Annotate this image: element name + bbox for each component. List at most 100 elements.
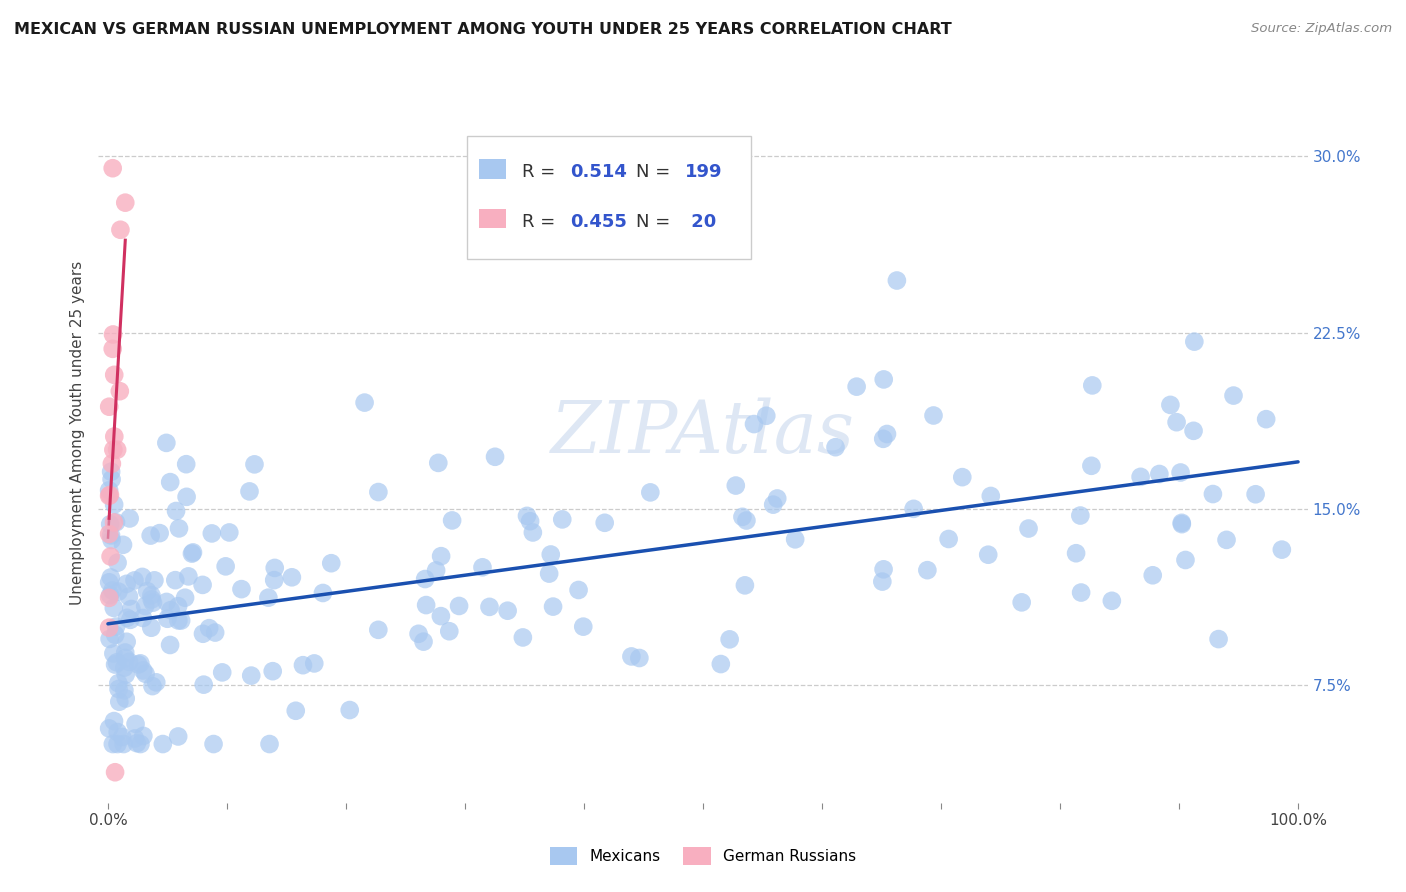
Point — [112, 660, 135, 674]
Text: MEXICAN VS GERMAN RUSSIAN UNEMPLOYMENT AMONG YOUTH UNDER 25 YEARS CORRELATION CH: MEXICAN VS GERMAN RUSSIAN UNEMPLOYMENT A… — [14, 22, 952, 37]
Text: 199: 199 — [685, 163, 723, 181]
Point — [367, 485, 389, 500]
Point — [724, 478, 747, 492]
Point — [191, 578, 214, 592]
Point — [413, 572, 436, 586]
Point — [1170, 466, 1192, 480]
Point — [1159, 398, 1181, 412]
Point — [1129, 470, 1152, 484]
Point — [620, 649, 643, 664]
Point — [101, 161, 124, 176]
Point — [1018, 522, 1040, 536]
Point — [412, 634, 434, 648]
Point — [141, 679, 163, 693]
Point — [291, 658, 314, 673]
Point — [181, 547, 204, 561]
Point — [710, 657, 733, 671]
Point — [104, 765, 127, 780]
Point — [1208, 632, 1230, 646]
Point — [145, 675, 167, 690]
Point — [111, 538, 134, 552]
Point — [174, 591, 197, 605]
Point — [107, 737, 129, 751]
Point — [872, 574, 894, 589]
Point — [167, 521, 190, 535]
Point — [211, 665, 233, 680]
Point — [167, 730, 190, 744]
Point — [131, 570, 153, 584]
Point — [1070, 585, 1092, 599]
Point — [519, 514, 541, 528]
Point — [202, 737, 225, 751]
Point — [103, 714, 125, 728]
Point — [917, 563, 939, 577]
Point — [201, 526, 224, 541]
Point — [516, 508, 538, 523]
Point — [176, 490, 198, 504]
Point — [449, 599, 471, 613]
Point — [1215, 533, 1237, 547]
Point — [198, 621, 221, 635]
Point — [321, 556, 343, 570]
Point — [174, 457, 197, 471]
Point — [103, 601, 125, 615]
Point — [938, 532, 960, 546]
Point — [118, 511, 141, 525]
Point — [104, 657, 127, 672]
Point — [105, 516, 128, 530]
Point — [105, 656, 128, 670]
Point — [551, 512, 574, 526]
Point — [135, 666, 157, 681]
Point — [755, 409, 778, 423]
Point — [218, 525, 240, 540]
Point — [103, 442, 125, 457]
Point — [112, 737, 135, 751]
Point — [105, 442, 128, 457]
Point — [101, 737, 124, 751]
Point — [191, 626, 214, 640]
Point — [177, 569, 200, 583]
Point — [165, 573, 187, 587]
Point — [101, 583, 124, 598]
Point — [112, 683, 135, 698]
Point — [107, 725, 129, 739]
Point — [100, 465, 122, 479]
Point — [124, 731, 146, 746]
Point — [312, 586, 335, 600]
Point — [98, 722, 121, 736]
Point — [170, 614, 193, 628]
Point — [367, 623, 389, 637]
Point — [167, 614, 190, 628]
Point — [136, 584, 159, 599]
Y-axis label: Unemployment Among Youth under 25 years: Unemployment Among Youth under 25 years — [69, 260, 84, 605]
Point — [628, 651, 651, 665]
Point — [522, 525, 544, 540]
Point — [141, 592, 163, 607]
Point — [742, 417, 765, 431]
Point — [1080, 458, 1102, 473]
Point — [496, 604, 519, 618]
Point — [1142, 568, 1164, 582]
Point — [766, 491, 789, 506]
FancyBboxPatch shape — [479, 159, 506, 178]
Point — [98, 488, 121, 502]
Point — [263, 561, 285, 575]
Point — [101, 342, 124, 356]
Point — [149, 526, 172, 541]
Point — [159, 638, 181, 652]
Point — [950, 470, 973, 484]
Point — [114, 651, 136, 665]
Point — [100, 570, 122, 584]
Point — [538, 566, 561, 581]
Point — [541, 599, 564, 614]
Point — [104, 628, 127, 642]
Point — [100, 549, 122, 564]
Point — [478, 599, 501, 614]
Text: 0.455: 0.455 — [569, 212, 627, 231]
Point — [108, 695, 131, 709]
Point — [872, 562, 894, 576]
Point — [441, 513, 464, 527]
Point — [100, 533, 122, 547]
Point — [132, 729, 155, 743]
Point — [107, 676, 129, 690]
